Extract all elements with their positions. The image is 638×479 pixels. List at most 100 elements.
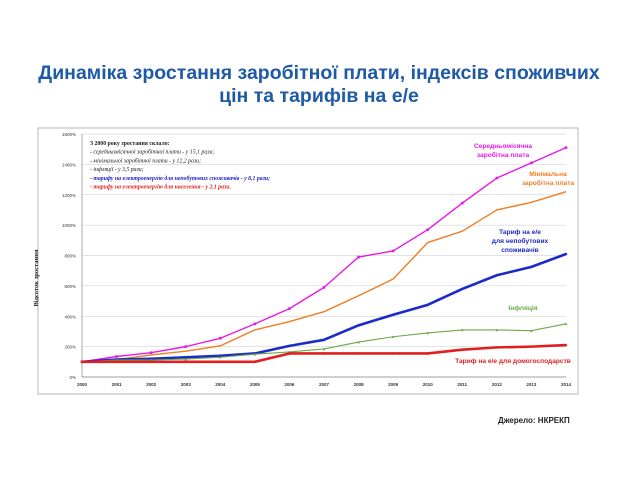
info-box-line: З 2000 року зростання склало:: [90, 141, 170, 147]
data-point: [391, 335, 395, 339]
series-label-line: для непобутових: [492, 237, 549, 245]
data-point: [460, 348, 464, 352]
data-point: [253, 352, 257, 356]
data-point: [495, 273, 499, 277]
x-tick-label: 2004: [215, 382, 226, 387]
info-box-line: - інфляції - у 3,5 рази;: [90, 166, 144, 173]
data-point: [357, 351, 361, 355]
x-tick-label: 2013: [526, 382, 537, 387]
data-point: [564, 322, 568, 326]
x-tick-label: 2009: [388, 382, 399, 387]
data-point: [426, 303, 430, 307]
series-label-line: споживачів: [501, 246, 539, 254]
x-tick-label: 2006: [284, 382, 295, 387]
series-label-line: Інфляція: [508, 304, 537, 312]
data-point: [357, 255, 360, 259]
x-tick-label: 2001: [112, 382, 123, 387]
y-tick-label: 800%: [64, 254, 76, 259]
data-point: [149, 351, 153, 354]
data-point: [357, 340, 360, 344]
data-point: [218, 336, 222, 340]
data-point: [495, 176, 499, 180]
x-tick-label: 2003: [181, 382, 192, 387]
y-tick-label: 1600%: [62, 132, 76, 137]
data-point: [115, 355, 118, 358]
data-point: [495, 345, 499, 349]
info-box: З 2000 року зростання склало: - середньом…: [90, 141, 270, 191]
data-point: [287, 344, 291, 348]
data-point: [184, 357, 188, 361]
data-point: [564, 146, 568, 149]
data-point: [564, 343, 568, 347]
data-point: [426, 331, 430, 335]
info-box-line: - середньомісячної заробітної плати - у …: [90, 149, 214, 156]
data-point: [149, 360, 153, 364]
info-box-line: - мінімальної заробітної плати - у 12,2 …: [90, 157, 201, 164]
data-point: [391, 313, 395, 317]
data-point: [426, 228, 430, 231]
data-point: [495, 328, 499, 332]
data-point: [218, 354, 222, 358]
series-label: Інфляція: [508, 304, 537, 312]
series-5: [80, 343, 568, 364]
data-point: [253, 360, 257, 364]
data-point: [460, 287, 464, 291]
x-tick-label: 2008: [354, 382, 365, 387]
data-point: [530, 161, 533, 165]
source-note: Джерело: НКРЕКП: [498, 416, 570, 425]
data-point: [357, 323, 361, 327]
data-point: [115, 360, 119, 364]
series-label: Тариф на е/е для непобутових споживачів: [492, 229, 549, 254]
data-point: [564, 252, 568, 256]
data-point: [322, 286, 326, 289]
page-title: Динаміка зростання заробітної плати, інд…: [0, 62, 638, 108]
series-label: Мінімальна заробітна плата: [522, 170, 575, 187]
info-box-line: - тарифу на електроенергію для населення…: [90, 184, 231, 191]
series-label-line: Тариф на е/е: [499, 229, 541, 236]
data-point: [322, 338, 326, 342]
series-label-line: Середньомісячна: [474, 142, 532, 150]
data-point: [184, 355, 188, 359]
data-point: [529, 345, 533, 349]
data-point: [322, 347, 326, 351]
x-tick-label: 2011: [457, 382, 467, 387]
data-point: [218, 360, 222, 364]
data-point: [287, 351, 291, 355]
x-tick-label: 2014: [561, 382, 572, 387]
x-tick-label: 2010: [423, 382, 434, 387]
y-tick-label: 1400%: [62, 162, 76, 167]
series-line: [81, 252, 567, 364]
y-tick-label: 400%: [64, 314, 76, 319]
series-label: Тариф на е/е для домогосподарств: [455, 358, 571, 365]
data-point: [184, 360, 188, 364]
title-line-1: Динаміка зростання заробітної плати, інд…: [38, 62, 600, 84]
data-point: [218, 355, 222, 359]
x-tick-label: 2007: [319, 382, 330, 387]
series-4: [80, 322, 568, 364]
data-point: [426, 351, 430, 355]
info-box-line: - тарифу на електроенергію для непобутов…: [90, 175, 270, 182]
x-tick-label: 2012: [492, 382, 503, 387]
data-point: [391, 351, 395, 355]
data-point: [460, 201, 464, 205]
data-point: [529, 265, 533, 269]
x-tick-label: 2000: [77, 382, 88, 387]
data-point: [391, 249, 395, 253]
y-tick-label: 1200%: [62, 193, 76, 198]
data-point: [253, 322, 257, 326]
title-line-2: цін та тарифів на е/е: [219, 85, 419, 107]
data-point: [288, 307, 291, 310]
series-label: Середньомісячна заробітна плата: [474, 142, 532, 159]
data-point: [530, 329, 533, 332]
data-point: [184, 345, 188, 348]
chart-frame: [37, 127, 579, 395]
data-point: [322, 351, 326, 355]
series-label-line: Мінімальна: [529, 170, 567, 178]
series-1: [80, 146, 568, 364]
y-tick-label: 0%: [69, 375, 76, 380]
y-tick-label: 600%: [64, 284, 76, 289]
y-tick-label: 200%: [64, 345, 76, 350]
series-label-line: Тариф на е/е для домогосподарств: [455, 358, 571, 365]
series-line: [81, 323, 567, 363]
y-axis-title: Відсоток зростання: [33, 249, 40, 307]
